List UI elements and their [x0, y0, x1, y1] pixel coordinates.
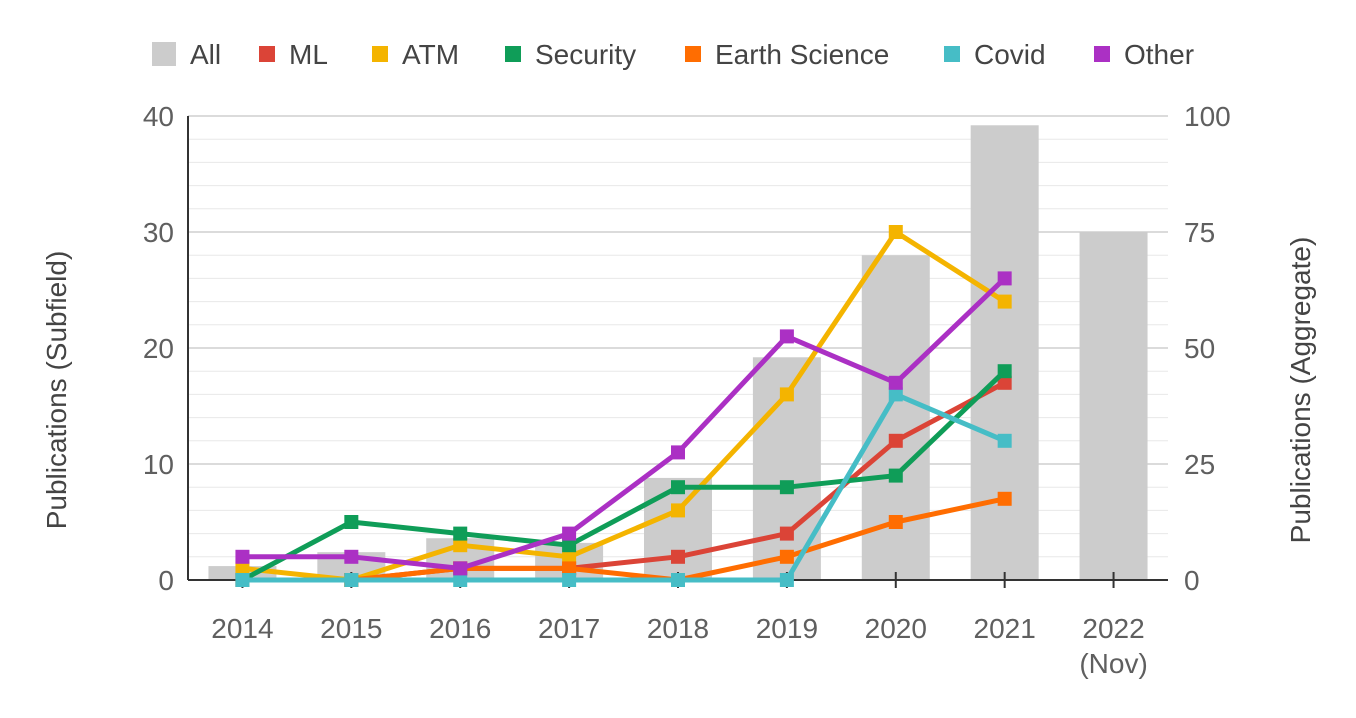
legend-label: All — [190, 39, 221, 70]
bar-2021 — [970, 125, 1039, 580]
y-left-tick-label: 10 — [143, 449, 174, 480]
data-point — [888, 433, 903, 448]
x-tick-label: 2020 — [865, 613, 927, 644]
bar-2022 — [1079, 232, 1148, 580]
data-point — [888, 375, 903, 390]
data-point — [779, 573, 794, 587]
data-point — [779, 526, 794, 541]
data-point — [671, 573, 685, 587]
legend-item-ml: ML — [259, 39, 328, 70]
legend-item-earth-science: Earth Science — [685, 39, 889, 70]
y-right-tick-label: 75 — [1184, 217, 1215, 248]
y-right-tick-label: 50 — [1184, 333, 1215, 364]
data-point — [235, 549, 250, 564]
x-tick-label: 2021 — [974, 613, 1036, 644]
y-right-tick-label: 25 — [1184, 449, 1215, 480]
data-point — [453, 526, 468, 541]
data-point — [671, 480, 685, 495]
data-point — [671, 549, 685, 564]
data-point — [344, 515, 359, 529]
data-point — [997, 375, 1012, 390]
series-line — [239, 391, 1008, 583]
series-other — [235, 271, 1012, 576]
legend-label: ATM — [402, 39, 459, 70]
data-point — [779, 387, 794, 402]
series-covid — [235, 387, 1012, 587]
data-point — [562, 526, 577, 541]
data-point — [997, 433, 1012, 448]
series-line — [239, 275, 1008, 571]
data-point — [562, 561, 577, 576]
x-tick-label: 2019 — [756, 613, 818, 644]
legend-swatch — [944, 46, 960, 62]
legend: All ML ATM Security Earth Science Covid Other — [152, 39, 1194, 70]
data-point — [779, 480, 794, 495]
x-tick-label: 2018 — [647, 613, 709, 644]
legend-swatch — [259, 46, 275, 62]
data-point — [235, 573, 250, 587]
data-point — [997, 491, 1012, 506]
y-axis-left-ticks: 0 10 20 30 40 — [143, 101, 174, 596]
data-point — [997, 294, 1012, 309]
legend-swatch — [505, 46, 521, 62]
legend-swatch — [1094, 46, 1110, 62]
data-point — [888, 515, 903, 529]
series-line — [239, 368, 1008, 583]
data-point — [997, 364, 1012, 379]
x-tick-label: 2014 — [211, 613, 273, 644]
x-tick-label: 2015 — [320, 613, 382, 644]
y-left-tick-label: 20 — [143, 333, 174, 364]
line-series — [235, 225, 1012, 587]
legend-item-atm: ATM — [372, 39, 459, 70]
data-point — [235, 561, 250, 576]
legend-swatch — [685, 46, 701, 62]
x-tick-label: 2022 — [1082, 613, 1144, 644]
legend-label: Earth Science — [715, 39, 889, 70]
y-axis-right-ticks: 0 25 50 75 100 — [1184, 101, 1231, 596]
legend-label: Covid — [974, 39, 1046, 70]
data-point — [453, 538, 468, 553]
y-left-tick-label: 40 — [143, 101, 174, 132]
data-point — [562, 549, 577, 564]
data-point — [888, 387, 903, 402]
y-axis-right-title: Publications (Aggregate) — [1285, 237, 1316, 544]
data-point — [344, 549, 359, 564]
series-line — [239, 229, 1008, 583]
data-point — [888, 468, 903, 483]
x-tick-sublabel: (Nov) — [1079, 648, 1147, 679]
y-axis-left-title: Publications (Subfield) — [41, 251, 72, 530]
legend-item-security: Security — [505, 39, 636, 70]
legend-item-covid: Covid — [944, 39, 1046, 70]
legend-swatch — [152, 42, 176, 66]
data-point — [344, 573, 359, 587]
data-point — [888, 225, 903, 239]
y-left-tick-label: 30 — [143, 217, 174, 248]
y-right-tick-label: 100 — [1184, 101, 1231, 132]
x-tick-label: 2016 — [429, 613, 491, 644]
y-right-tick-label: 0 — [1184, 565, 1200, 596]
data-point — [779, 329, 794, 344]
data-point — [671, 445, 685, 460]
y-left-tick-label: 0 — [158, 565, 174, 596]
legend-item-all: All — [152, 39, 221, 70]
legend-label: Security — [535, 39, 636, 70]
data-point — [779, 549, 794, 564]
legend-label: Other — [1124, 39, 1194, 70]
data-point — [671, 503, 685, 518]
data-point — [453, 573, 468, 587]
legend-item-other: Other — [1094, 39, 1194, 70]
data-point — [453, 561, 468, 576]
data-point — [997, 271, 1012, 286]
data-point — [562, 538, 577, 553]
x-tick-label: 2017 — [538, 613, 600, 644]
data-point — [562, 573, 577, 587]
legend-label: ML — [289, 39, 328, 70]
legend-swatch — [372, 46, 388, 62]
x-axis-ticks: 2014 2015 2016 2017 2018 2019 2020 2021 2022 (Nov… — [211, 613, 1147, 679]
